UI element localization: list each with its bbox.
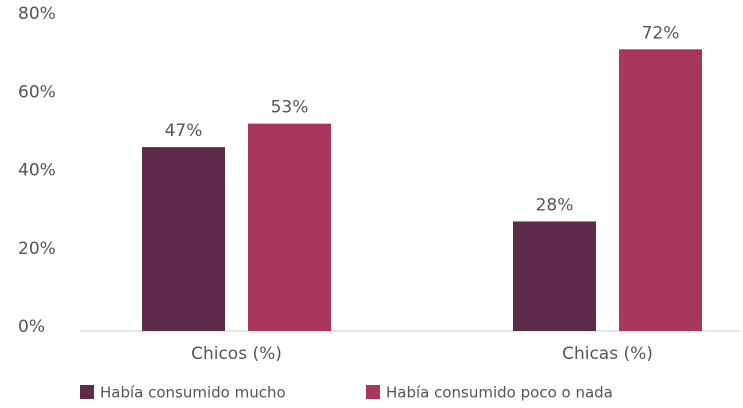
data-label: 28% [536, 195, 574, 215]
legend-label: Había consumido mucho [100, 384, 286, 402]
legend: Había consumido mucho Había consumido poc… [80, 384, 613, 402]
data-label: 47% [165, 121, 203, 141]
y-tick-label: 20% [18, 239, 56, 259]
bar [248, 123, 331, 331]
legend-label: Había consumido poco o nada [386, 384, 613, 402]
x-tick-label: Chicas (%) [562, 344, 653, 364]
legend-swatch [80, 385, 94, 399]
y-tick-label: 0% [18, 317, 45, 337]
y-tick-label: 40% [18, 161, 56, 181]
x-tick-label: Chicos (%) [191, 344, 282, 364]
data-label: 53% [271, 98, 309, 118]
y-tick-label: 80% [18, 4, 56, 24]
bar [513, 221, 596, 331]
data-label: 72% [642, 23, 680, 43]
bar [142, 147, 225, 331]
bar [619, 49, 702, 332]
legend-swatch [366, 385, 380, 399]
y-tick-label: 60% [18, 82, 56, 102]
